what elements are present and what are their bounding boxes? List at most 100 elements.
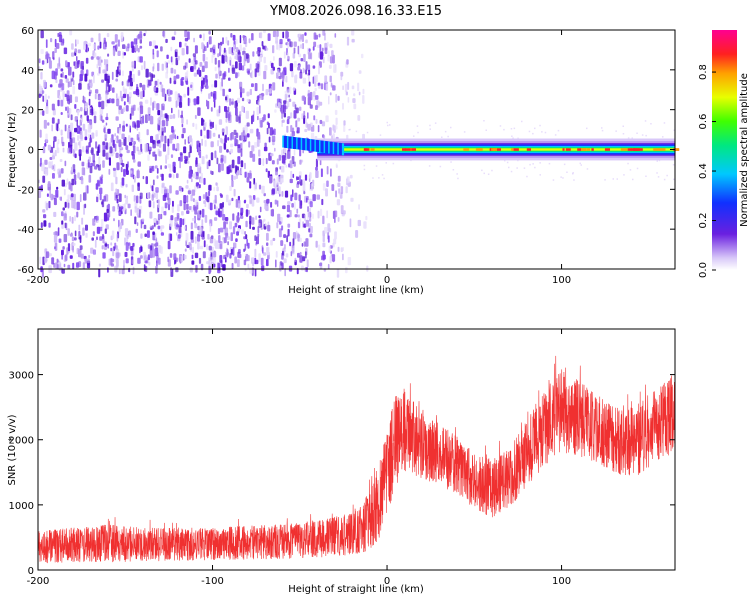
spectrogram-cell <box>167 88 171 97</box>
spectrogram-cell <box>69 30 73 36</box>
spectrogram-cell <box>645 175 647 177</box>
spectrogram-cell <box>286 119 290 125</box>
spectrogram-cell <box>111 41 115 45</box>
signal-band-segment <box>308 138 311 151</box>
spectrogram-cell <box>223 156 227 164</box>
spectrogram-cell <box>207 100 210 110</box>
spectrogram-cell <box>74 230 77 237</box>
spectrogram-cell <box>238 249 241 254</box>
spectrogram-cell <box>152 201 155 209</box>
spectrogram-cell <box>140 223 143 229</box>
spectrogram-cell <box>97 72 100 76</box>
spectrogram-cell <box>134 216 137 225</box>
spectrogram-cell <box>325 115 329 123</box>
spectrogram-cell <box>298 53 301 58</box>
spectrogram-cell <box>40 222 43 228</box>
spectrogram-cell <box>277 69 280 76</box>
spectrogram-cell <box>208 259 211 267</box>
spectrogram-cell <box>230 248 233 255</box>
spectrogram-cell <box>186 45 189 55</box>
spectrogram-cell <box>289 86 292 94</box>
spectrogram-cell <box>69 94 73 103</box>
spectrogram-cell <box>99 226 103 232</box>
spectrogram-cell <box>58 238 62 243</box>
spectrogram-cell <box>61 224 64 229</box>
spectrogram-cell <box>122 70 124 77</box>
signal-hotspot <box>565 148 571 151</box>
spectrogram-cell <box>120 166 123 173</box>
spectrogram-cell <box>330 82 333 87</box>
spectrogram-cell <box>116 198 119 204</box>
spectrogram-cell <box>243 248 246 252</box>
spectrogram-cell <box>60 73 63 78</box>
spectrogram-cell <box>163 126 166 133</box>
spectrogram-cell <box>182 127 186 134</box>
spectrogram-cell <box>178 225 182 234</box>
spectrogram-cell <box>246 203 249 209</box>
spectrogram-cell <box>121 163 125 167</box>
spectrogram-cell <box>51 257 55 265</box>
spectrogram-cell <box>314 81 317 87</box>
spectrogram-cell <box>111 98 115 104</box>
spectrogram-cell <box>192 53 196 57</box>
spectrogram-cell <box>240 148 243 157</box>
spectrogram-cell <box>110 242 113 246</box>
spectrogram-cell <box>297 45 300 55</box>
spectrogram-y-label: Frequency (Hz) <box>7 112 18 188</box>
spectrogram-cell <box>272 30 277 38</box>
spectrogram-cell <box>114 34 118 43</box>
spectrogram-cell <box>328 96 330 105</box>
spectrogram-cell <box>239 44 242 52</box>
spectrogram-cell <box>263 193 266 197</box>
spectrogram-cell <box>672 164 675 166</box>
spectrogram-cell <box>326 166 329 175</box>
spectrogram-cell <box>165 153 169 160</box>
signal-hotspot <box>402 148 406 151</box>
spectrogram-cell <box>153 86 157 92</box>
spectrogram-cell <box>417 131 419 134</box>
spectrogram-cell <box>245 110 249 119</box>
spectrogram-cell <box>206 161 209 170</box>
spectrogram-cell <box>81 217 84 225</box>
spectrogram-cell <box>132 138 135 145</box>
spectrogram-cell <box>277 213 281 223</box>
spectrogram-cell <box>161 206 164 214</box>
spectrogram-cell <box>293 41 297 47</box>
spectrogram-cell <box>150 97 152 106</box>
spectrogram-cell <box>197 233 201 242</box>
spectrogram-cell <box>40 157 42 167</box>
spectrogram-cell <box>237 72 240 77</box>
spectrogram-cell <box>183 65 187 70</box>
spectrogram-cell <box>510 170 513 173</box>
spectrogram-cell <box>283 100 287 104</box>
spectrogram-cell <box>173 253 177 261</box>
spectrogram-cell <box>139 82 142 88</box>
spectrogram-cell <box>67 202 70 209</box>
spectrogram-cell <box>165 188 169 194</box>
spectrogram-cell <box>306 259 309 268</box>
spectrogram-cell <box>512 137 514 139</box>
spectrogram-cell <box>344 83 348 93</box>
spectrogram-cell <box>566 171 568 173</box>
spectrogram-cell <box>152 48 155 55</box>
spectrogram-cell <box>230 143 234 148</box>
spectrogram-cell <box>81 167 85 176</box>
spectrogram-cell <box>43 220 47 227</box>
spectrogram-cell <box>45 51 49 56</box>
spectrogram-cell <box>50 38 53 43</box>
spectrogram-cell <box>71 52 75 57</box>
spectrogram-cell <box>201 219 204 227</box>
spectrogram-cell <box>179 41 182 48</box>
spectrogram-cell <box>128 92 132 98</box>
colorbar: 0.00.20.40.60.8 Normalized spectral ampl… <box>698 30 750 278</box>
spectrogram-cell <box>104 58 106 66</box>
spectrogram-cell <box>213 251 217 258</box>
spectrogram-cell <box>331 135 333 140</box>
spectrogram-cell <box>331 184 335 191</box>
spectrogram-cell <box>178 185 182 191</box>
spectrogram-cell <box>201 42 204 50</box>
signal-hotspot <box>475 148 483 151</box>
spectrogram-cell <box>149 41 152 47</box>
spectrogram-cell <box>662 136 664 138</box>
spectrogram-cell <box>72 80 75 86</box>
